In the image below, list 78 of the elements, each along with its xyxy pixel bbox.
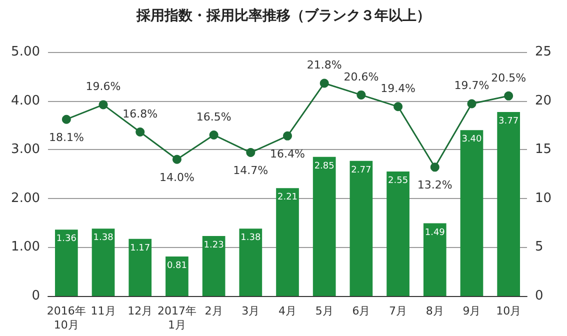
data-label: 19.7% [454,79,490,92]
bar [276,188,299,296]
x-tick-label: 12月 [128,304,153,318]
bar [55,230,78,296]
data-label: 14.0% [159,170,194,184]
point [320,78,329,88]
text: 0 [32,288,40,304]
data-label: 0.81 [166,260,187,271]
point [356,90,366,100]
x-tick-label: 8月 [426,304,444,318]
point [62,114,71,124]
y2-tick-label: 10 [535,190,552,206]
x-tick-label: 5月 [315,304,334,318]
x-tick-label: 6月 [352,304,370,318]
data-label: 3.77 [498,116,519,127]
point [172,154,182,164]
point [136,128,145,137]
point [209,130,218,140]
y2-tick-label: 5 [535,240,544,255]
bar [202,236,226,296]
bar [239,228,262,296]
data-label: 1.23 [204,240,224,250]
data-label: 21.8% [306,58,342,72]
data-label: 3.40 [462,134,482,145]
data-label: 19.4% [380,82,416,96]
data-label: 16.5% [196,110,232,124]
x-tick-label: 2017年 1月 [157,304,196,332]
y2-tick-label: 25 [535,44,552,60]
point [467,99,476,108]
data-label: 16.4% [270,147,305,160]
point [430,162,440,172]
data-label: 2.55 [388,176,408,186]
data-label: 16.8% [122,108,158,121]
data-label: 18.1% [48,130,84,144]
y2-tick-label: 15 [535,142,552,158]
x-tick-label: 4月 [278,304,296,318]
bar [386,172,410,296]
data-label: 20.6% [344,70,379,84]
bar [423,223,446,296]
bar [312,156,336,296]
data-label: 1.38 [93,233,114,244]
data-label: 2.85 [314,161,334,172]
y-tick-label: 1.00 [11,240,40,255]
chart-title: 採用指数・採用比率推移（ブランク３年以上） [136,7,430,24]
bar [166,256,188,296]
y2-tick-label: 0 [535,288,544,304]
bar [350,160,373,296]
x-tick-label: 10月 [496,304,522,318]
data-label: 19.6% [86,80,121,94]
point [98,100,108,110]
x-tick-label: 9月 [462,304,481,318]
point [246,148,256,158]
data-label: 14.7% [233,164,268,178]
y2-tick-label: 20 [535,93,552,108]
x-tick-label: 2月 [204,304,223,318]
y-tick-label: 4.00 [11,93,40,108]
data-label: 2.77 [351,165,372,176]
x-tick-label: 11月 [90,304,116,318]
data-label: 20.5% [491,71,526,84]
x-tick-label: 7月 [389,304,408,318]
bar [128,238,152,296]
data-label: 13.2% [417,178,452,192]
data-label: 1.17 [130,243,150,254]
point [504,91,514,100]
bar [460,130,484,296]
data-label: 1.38 [240,233,261,244]
data-label: 1.36 [56,234,77,244]
y-tick-label: 3.00 [11,142,40,158]
data-label: 1.49 [424,228,446,238]
bar [92,228,115,296]
y-tick-label: 5.00 [11,44,40,60]
x-tick-label: 2016年 10月 [46,304,86,332]
data-label: 2.21 [277,192,298,203]
point [283,131,292,140]
point [394,102,403,112]
x-tick-label: 3月 [242,304,260,318]
bar [497,112,520,296]
y-tick-label: 2.00 [11,190,40,206]
